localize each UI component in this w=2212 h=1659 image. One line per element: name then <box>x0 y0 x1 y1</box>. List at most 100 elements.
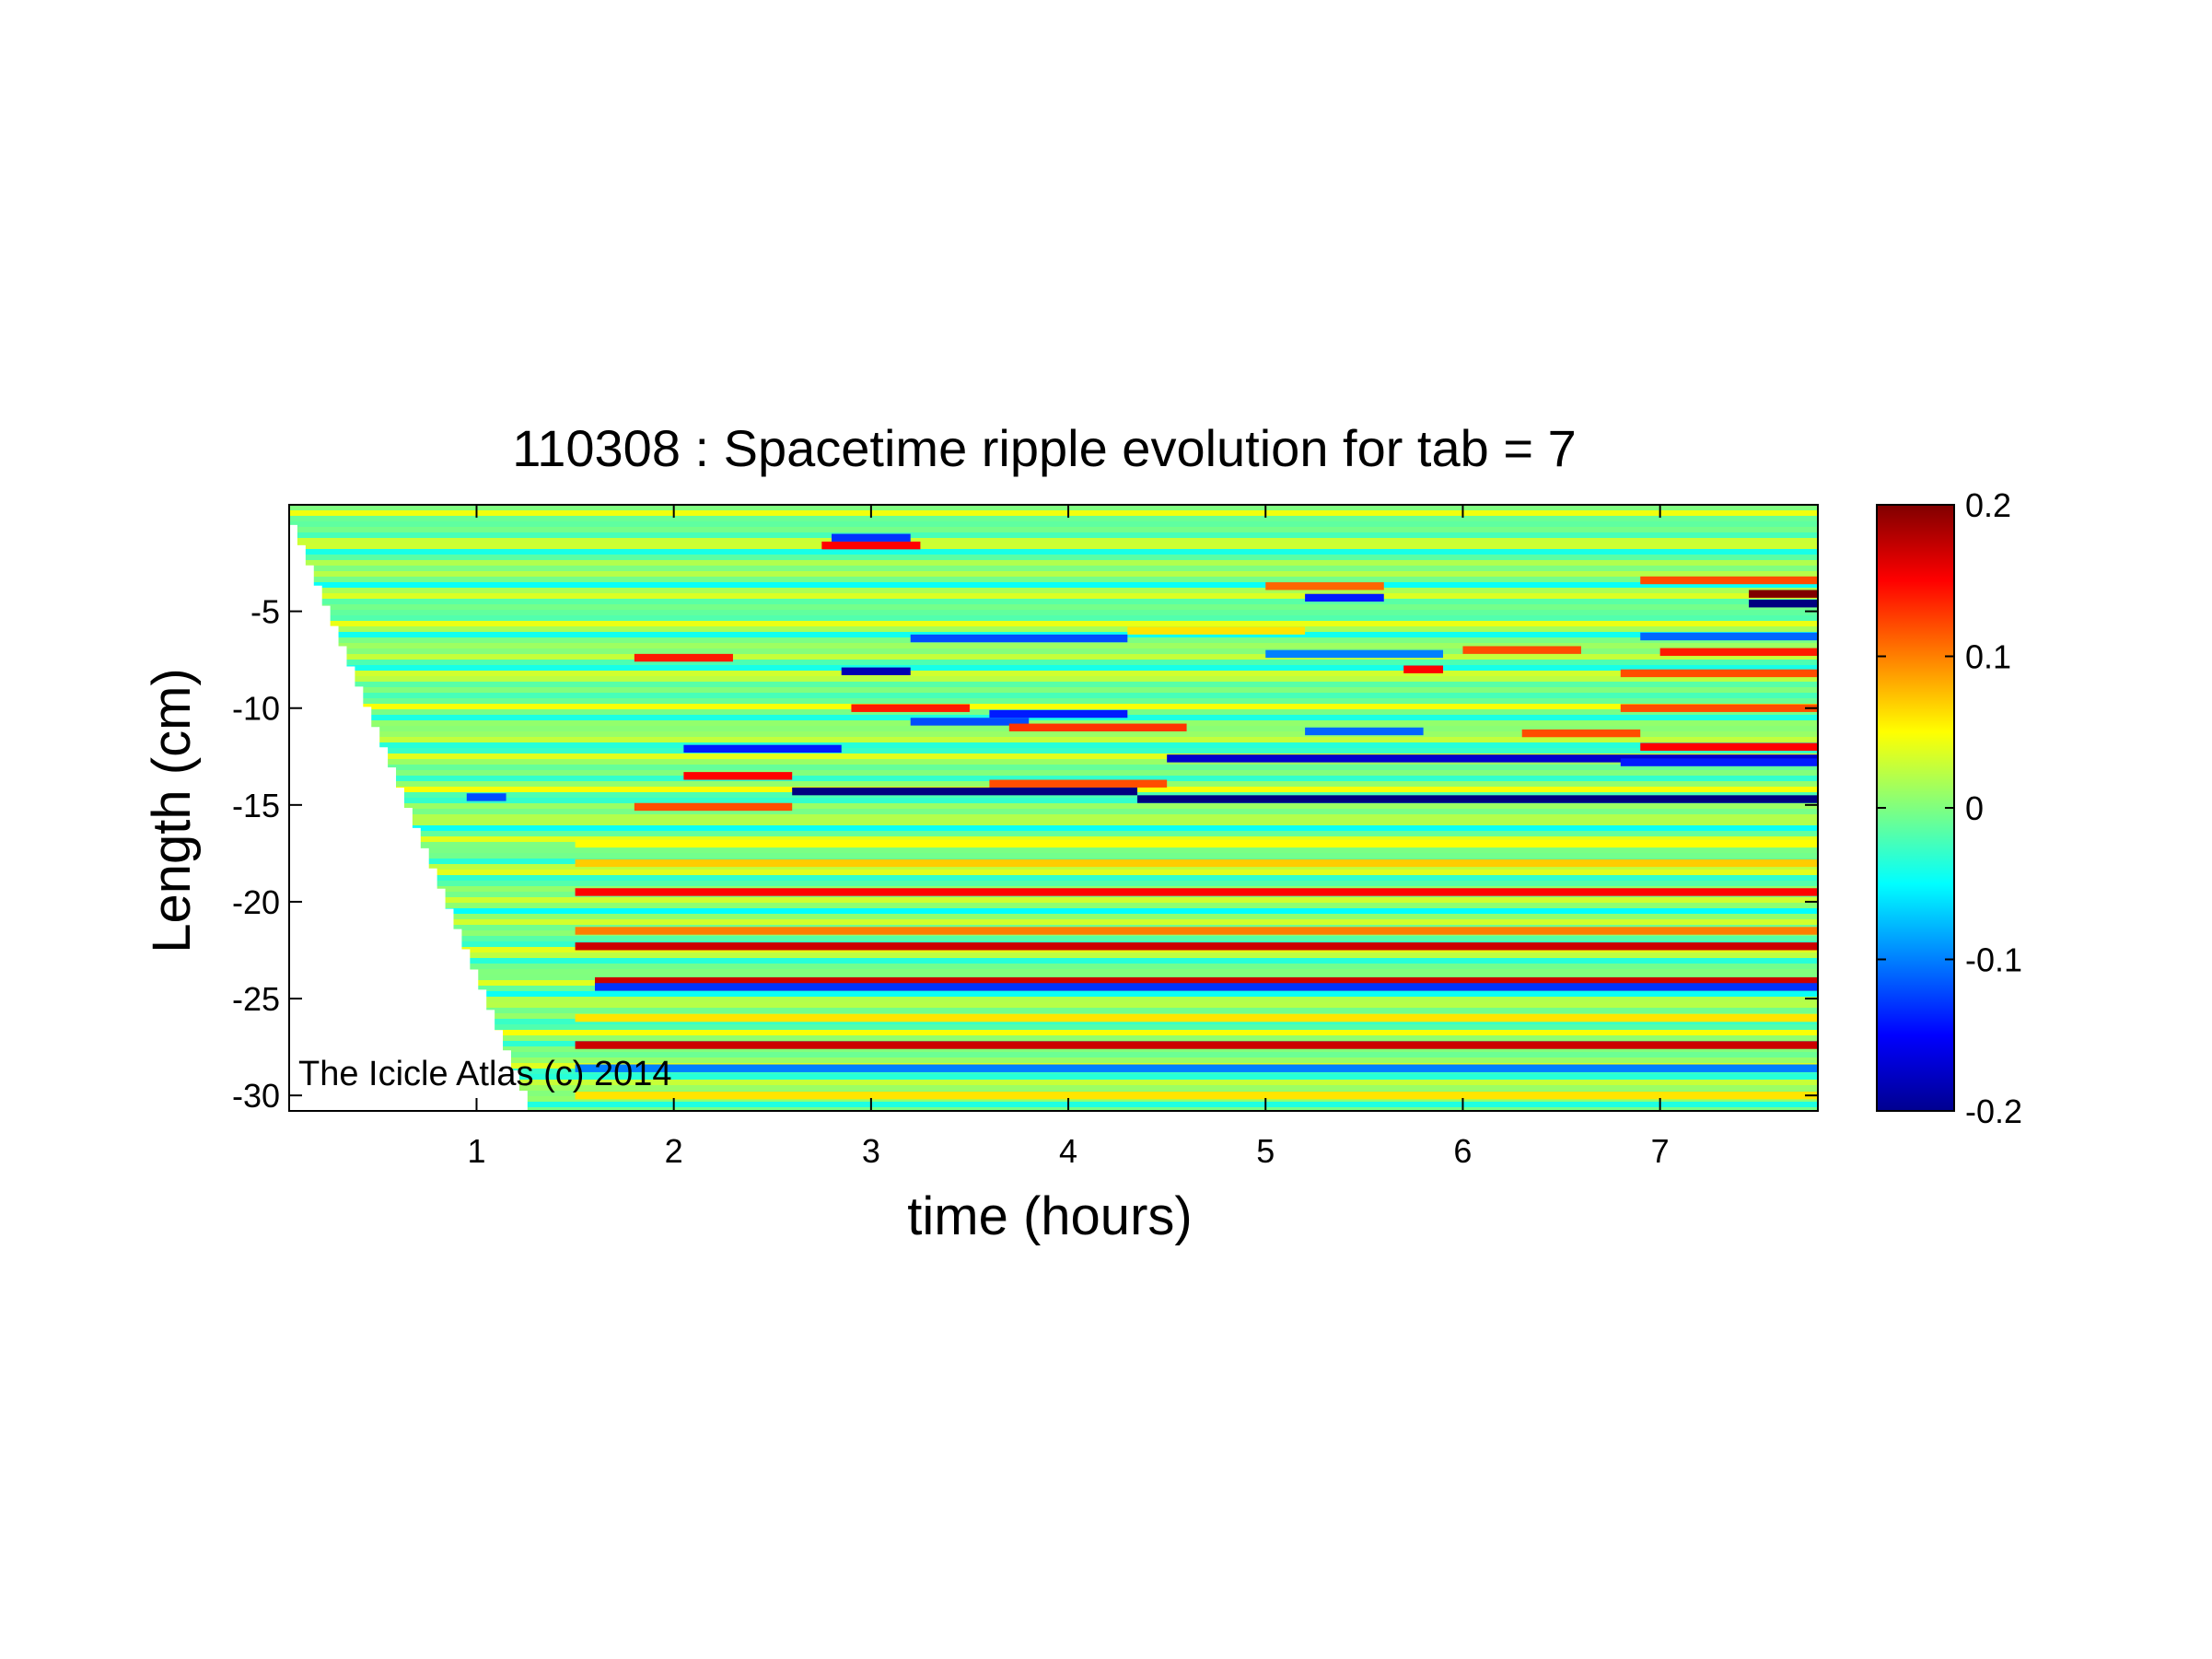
heatmap-band <box>910 718 1030 726</box>
heatmap-band <box>841 667 911 675</box>
heatmap-row <box>289 1080 1818 1085</box>
heatmap-row <box>289 599 1818 604</box>
heatmap-row <box>289 621 1818 626</box>
heatmap-row <box>289 836 1818 842</box>
heatmap-band <box>1127 626 1306 635</box>
y-axis-label: Length (cm) <box>142 668 202 952</box>
heatmap-band <box>466 793 506 801</box>
heatmap-band <box>792 787 1138 796</box>
heatmap-row <box>289 952 1818 958</box>
heatmap-row <box>289 682 1818 687</box>
heatmap-row <box>289 853 1818 859</box>
heatmap-row <box>289 1085 1818 1091</box>
heatmap-band <box>1462 646 1581 654</box>
heatmap-band <box>1659 648 1818 656</box>
heatmap-band <box>989 709 1128 719</box>
heatmap-row <box>289 521 1818 527</box>
heatmap-band <box>1521 729 1641 738</box>
heatmap-band <box>1640 742 1818 751</box>
y-tick-label: -25 <box>232 980 280 1018</box>
heatmap-row <box>289 577 1818 582</box>
heatmap-row <box>289 1074 1818 1080</box>
heatmap-band <box>575 859 1818 868</box>
heatmap-row <box>289 1024 1818 1030</box>
heatmap-band <box>575 1064 1818 1072</box>
colorbar-tick-label: -0.2 <box>1965 1092 2022 1130</box>
heatmap-row <box>289 742 1818 748</box>
heatmap-row <box>289 825 1818 831</box>
heatmap-band <box>575 1041 1818 1049</box>
heatmap-row <box>289 914 1818 919</box>
heatmap-row <box>289 919 1818 925</box>
heatmap-band <box>683 744 842 754</box>
heatmap-row <box>289 538 1818 543</box>
heatmap-row <box>289 704 1818 709</box>
x-tick-label: 1 <box>467 1132 485 1170</box>
heatmap-row <box>289 566 1818 571</box>
heatmap-band <box>575 888 1818 896</box>
heatmap-area <box>289 505 1818 1111</box>
heatmap-row <box>289 615 1818 621</box>
heatmap-row <box>289 555 1818 560</box>
heatmap-row <box>289 847 1818 853</box>
heatmap-band <box>1265 649 1444 659</box>
heatmap-row <box>289 505 1818 510</box>
heatmap-row <box>289 776 1818 781</box>
heatmap-row <box>289 549 1818 555</box>
heatmap-row <box>289 698 1818 704</box>
x-tick-label: 2 <box>665 1132 683 1170</box>
heatmap-row <box>289 803 1818 809</box>
heatmap-band <box>575 839 1818 848</box>
heatmap-row <box>289 754 1818 759</box>
heatmap-band <box>1620 704 1818 712</box>
chart-title: 110308 : Spacetime ripple evolution for … <box>512 419 1577 477</box>
heatmap-row <box>289 798 1818 803</box>
y-tick-label: -10 <box>232 690 280 728</box>
heatmap-row <box>289 1002 1818 1008</box>
y-tick-label: -20 <box>232 883 280 921</box>
y-tick-label: -15 <box>232 787 280 824</box>
heatmap-row <box>289 731 1818 737</box>
heatmap-row <box>289 831 1818 836</box>
heatmap-row <box>289 588 1818 593</box>
heatmap-band <box>821 541 921 550</box>
heatmap-row <box>289 687 1818 693</box>
heatmap-row <box>289 1035 1818 1041</box>
heatmap-band <box>1137 795 1818 803</box>
heatmap-row <box>289 676 1818 682</box>
growth-front-mask <box>289 505 536 1111</box>
heatmap-band <box>1403 665 1444 673</box>
heatmap-row <box>289 604 1818 610</box>
heatmap-band <box>575 1091 1818 1100</box>
heatmap-band <box>1640 576 1818 585</box>
copyright-annotation: The Icicle Atlas (c) 2014 <box>298 1055 672 1093</box>
heatmap-band <box>832 533 911 542</box>
colorbar-tick-label: 0 <box>1965 789 1984 827</box>
heatmap-row <box>289 737 1818 742</box>
colorbar-tick-label: -0.1 <box>1965 941 2022 979</box>
heatmap-band <box>575 1013 1818 1022</box>
x-tick-label: 4 <box>1059 1132 1077 1170</box>
heatmap-band <box>683 772 793 780</box>
heatmap-row <box>289 671 1818 676</box>
heatmap-row <box>289 1102 1818 1107</box>
heatmap-row <box>289 654 1818 660</box>
heatmap-band <box>634 802 793 812</box>
heatmap-row <box>289 1030 1818 1035</box>
heatmap-band <box>1008 723 1187 731</box>
heatmap-row <box>289 997 1818 1002</box>
heatmap-band <box>634 653 733 662</box>
heatmap-row <box>289 991 1818 997</box>
heatmap-row <box>289 748 1818 754</box>
heatmap-band <box>1305 593 1384 602</box>
heatmap-band <box>851 704 970 712</box>
heatmap-row <box>289 903 1818 908</box>
heatmap-row <box>289 1052 1818 1057</box>
heatmap-row <box>289 1057 1818 1063</box>
heatmap-band <box>595 983 1818 991</box>
heatmap-row <box>289 516 1818 521</box>
heatmap-band <box>595 976 1818 986</box>
heatmap-row <box>289 770 1818 776</box>
heatmap-row <box>289 720 1818 726</box>
heatmap-band <box>1640 632 1818 641</box>
